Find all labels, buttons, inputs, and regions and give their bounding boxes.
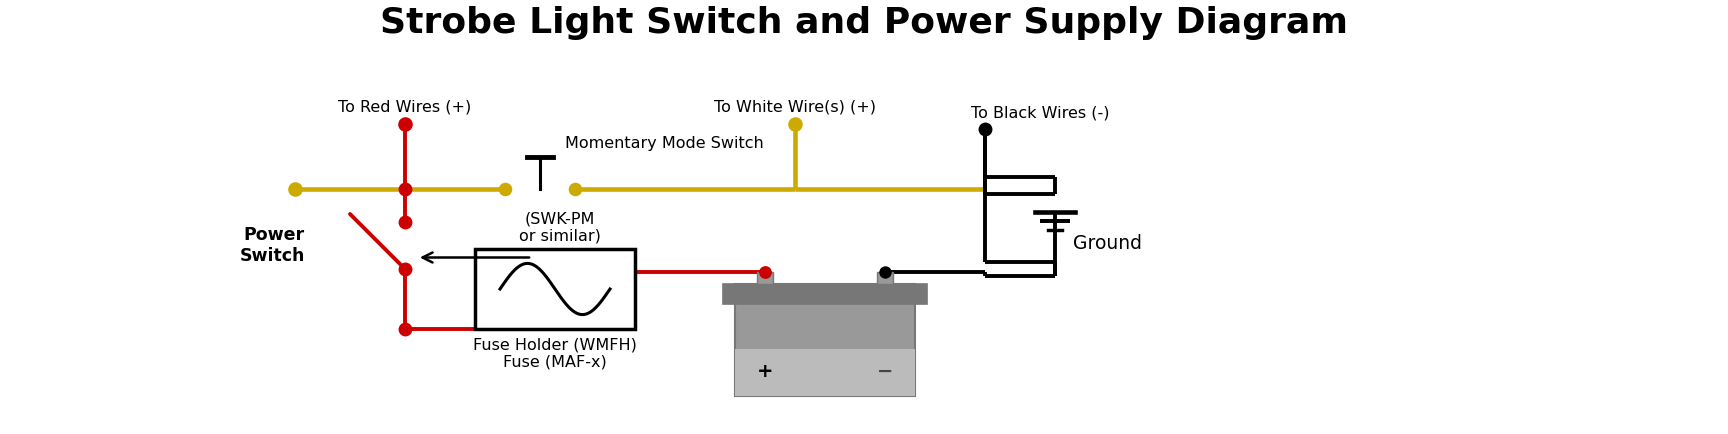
- Point: [971, 125, 999, 132]
- Text: Power
Switch: Power Switch: [240, 226, 306, 265]
- Text: To Red Wires (+): To Red Wires (+): [339, 99, 472, 114]
- Bar: [734, 284, 916, 396]
- Point: [391, 219, 418, 226]
- Text: (SWK-PM
or similar): (SWK-PM or similar): [518, 211, 601, 243]
- Bar: [722, 284, 926, 304]
- Bar: [475, 249, 634, 329]
- Point: [752, 269, 779, 276]
- Point: [391, 326, 418, 332]
- Text: +: +: [757, 362, 772, 381]
- Text: Ground: Ground: [1073, 234, 1142, 253]
- Text: To White Wire(s) (+): To White Wire(s) (+): [714, 99, 876, 114]
- Bar: [757, 272, 772, 284]
- Bar: [878, 272, 893, 284]
- Point: [282, 185, 309, 192]
- Point: [871, 269, 899, 276]
- Point: [491, 185, 518, 192]
- Point: [391, 266, 418, 273]
- Text: −: −: [876, 362, 893, 381]
- Text: Momentary Mode Switch: Momentary Mode Switch: [565, 136, 764, 151]
- Point: [391, 185, 418, 192]
- Point: [391, 121, 418, 128]
- Text: Strobe Light Switch and Power Supply Diagram: Strobe Light Switch and Power Supply Dia…: [380, 6, 1348, 40]
- Text: Fuse Holder (WMFH)
Fuse (MAF-x): Fuse Holder (WMFH) Fuse (MAF-x): [473, 337, 638, 369]
- Text: To Black Wires (-): To Black Wires (-): [971, 106, 1109, 121]
- Point: [562, 185, 589, 192]
- Bar: [734, 349, 916, 396]
- Point: [781, 121, 809, 128]
